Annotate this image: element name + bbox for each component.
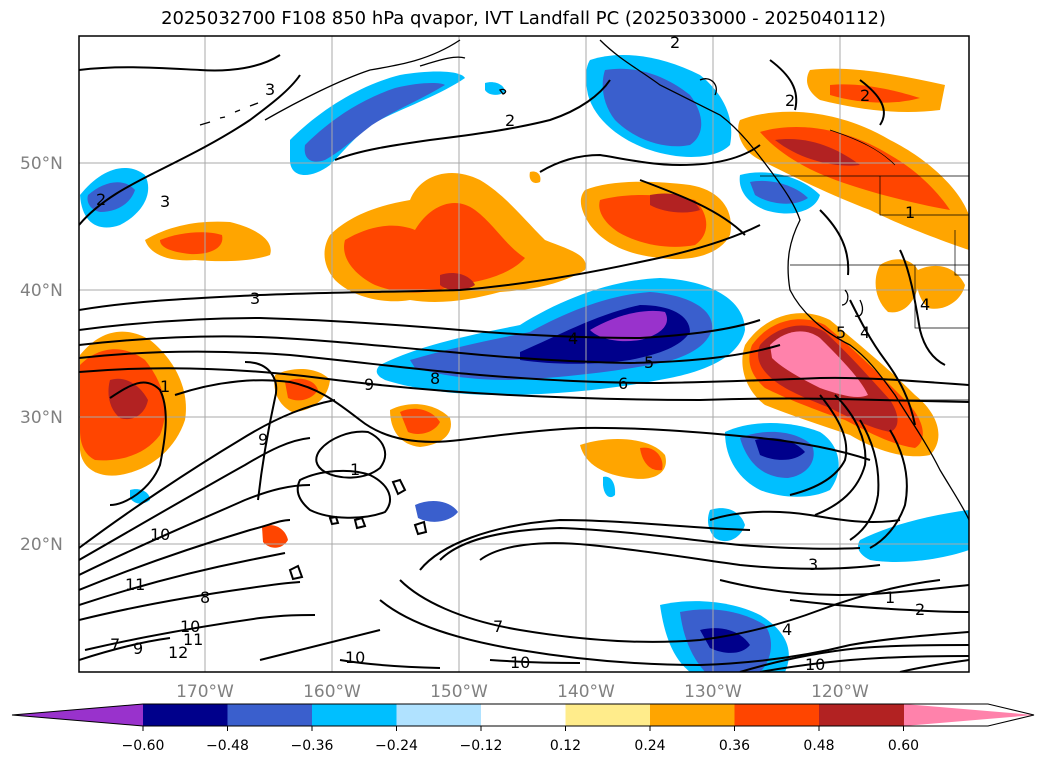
svg-text:1: 1	[905, 203, 915, 222]
colorbar: −0.60 −0.48 −0.36 −0.24 −0.12 0.12 0.24 0.36 0.4…	[11, 703, 1035, 754]
svg-text:10: 10	[805, 655, 825, 674]
coastlines	[199, 39, 969, 521]
svg-text:9: 9	[133, 639, 143, 658]
colorbar-tick-label: 0.60	[888, 738, 919, 754]
colorbar-tick-label: −0.36	[291, 738, 334, 754]
svg-text:10: 10	[150, 525, 170, 544]
svg-text:4: 4	[860, 323, 870, 342]
lon-label: 160°W	[303, 682, 361, 702]
svg-text:4: 4	[920, 295, 930, 314]
longitude-labels: 170°W 160°W 150°W 140°W 130°W 120°W	[176, 682, 869, 702]
svg-text:12: 12	[168, 643, 188, 662]
map-title: 2025032700 F108 850 hPa qvapor, IVT Land…	[161, 8, 886, 29]
colorbar-tick-label: 0.36	[719, 738, 750, 754]
svg-text:9: 9	[364, 375, 374, 394]
colorbar-tick-label: −0.12	[460, 738, 503, 754]
colorbar-segment	[481, 704, 566, 726]
lat-label: 50°N	[20, 154, 63, 174]
svg-text:2: 2	[785, 91, 795, 110]
lon-label: 150°W	[430, 682, 488, 702]
svg-text:10: 10	[180, 617, 200, 636]
svg-text:3: 3	[808, 555, 818, 574]
svg-text:7: 7	[493, 617, 503, 636]
svg-text:5: 5	[644, 353, 654, 372]
map-frame	[78, 35, 970, 673]
svg-text:4: 4	[568, 329, 578, 348]
colorbar-tick-label: −0.60	[122, 738, 165, 754]
svg-text:11: 11	[183, 630, 203, 649]
colorbar-segment	[650, 704, 735, 726]
svg-text:8: 8	[430, 369, 440, 388]
svg-text:10: 10	[345, 648, 365, 667]
lon-label: 130°W	[684, 682, 742, 702]
colorbar-segment	[143, 704, 228, 726]
colorbar-tick-label: −0.48	[206, 738, 249, 754]
colorbar-extend-left	[12, 704, 143, 726]
svg-text:11: 11	[125, 575, 145, 594]
contour-labels: 2 3 2 3 2 2 3 4 5 6 8 9 9 1 10 11 8 10 1…	[96, 33, 930, 674]
svg-text:7: 7	[110, 635, 120, 654]
svg-text:6: 6	[618, 374, 628, 393]
colorbar-segment	[227, 704, 313, 726]
svg-text:1: 1	[885, 588, 895, 607]
svg-text:2: 2	[670, 33, 680, 52]
colorbar-segment	[565, 704, 651, 726]
lat-label: 20°N	[20, 535, 63, 555]
colorbar-tick-label: 0.24	[634, 738, 665, 754]
lat-label: 30°N	[20, 408, 63, 428]
colorbar-segment	[312, 704, 397, 726]
lon-label: 140°W	[557, 682, 615, 702]
colorbar-tick-label: 0.48	[803, 738, 834, 754]
svg-text:1: 1	[160, 377, 170, 396]
latitude-labels: 50°N 40°N 30°N 20°N	[20, 154, 63, 555]
colorbar-extend-right	[904, 704, 1034, 726]
svg-text:5: 5	[836, 323, 846, 342]
svg-text:4: 4	[782, 620, 792, 639]
svg-text:2: 2	[860, 86, 870, 105]
svg-text:9: 9	[258, 430, 268, 449]
svg-text:1: 1	[350, 460, 360, 479]
lon-label: 120°W	[811, 682, 869, 702]
colorbar-segment	[819, 704, 904, 726]
svg-text:10: 10	[510, 653, 530, 672]
lon-label: 170°W	[176, 682, 234, 702]
svg-text:2: 2	[915, 600, 925, 619]
colorbar-tick-label: 0.12	[550, 738, 581, 754]
svg-text:3: 3	[265, 80, 275, 99]
map-plot-area: 2 3 2 3 2 2 3 4 5 6 8 9 9 1 10 11 8 10 1…	[79, 33, 969, 674]
svg-text:3: 3	[160, 192, 170, 211]
colorbar-segment	[396, 704, 482, 726]
svg-text:2: 2	[505, 111, 515, 130]
colorbar-segment	[734, 704, 820, 726]
lat-label: 40°N	[20, 281, 63, 301]
svg-text:8: 8	[200, 588, 210, 607]
svg-text:3: 3	[250, 289, 260, 308]
ivt-contours	[79, 54, 969, 672]
svg-text:2: 2	[96, 190, 106, 209]
colorbar-tick-label: −0.24	[375, 738, 418, 754]
graticule	[79, 36, 969, 672]
